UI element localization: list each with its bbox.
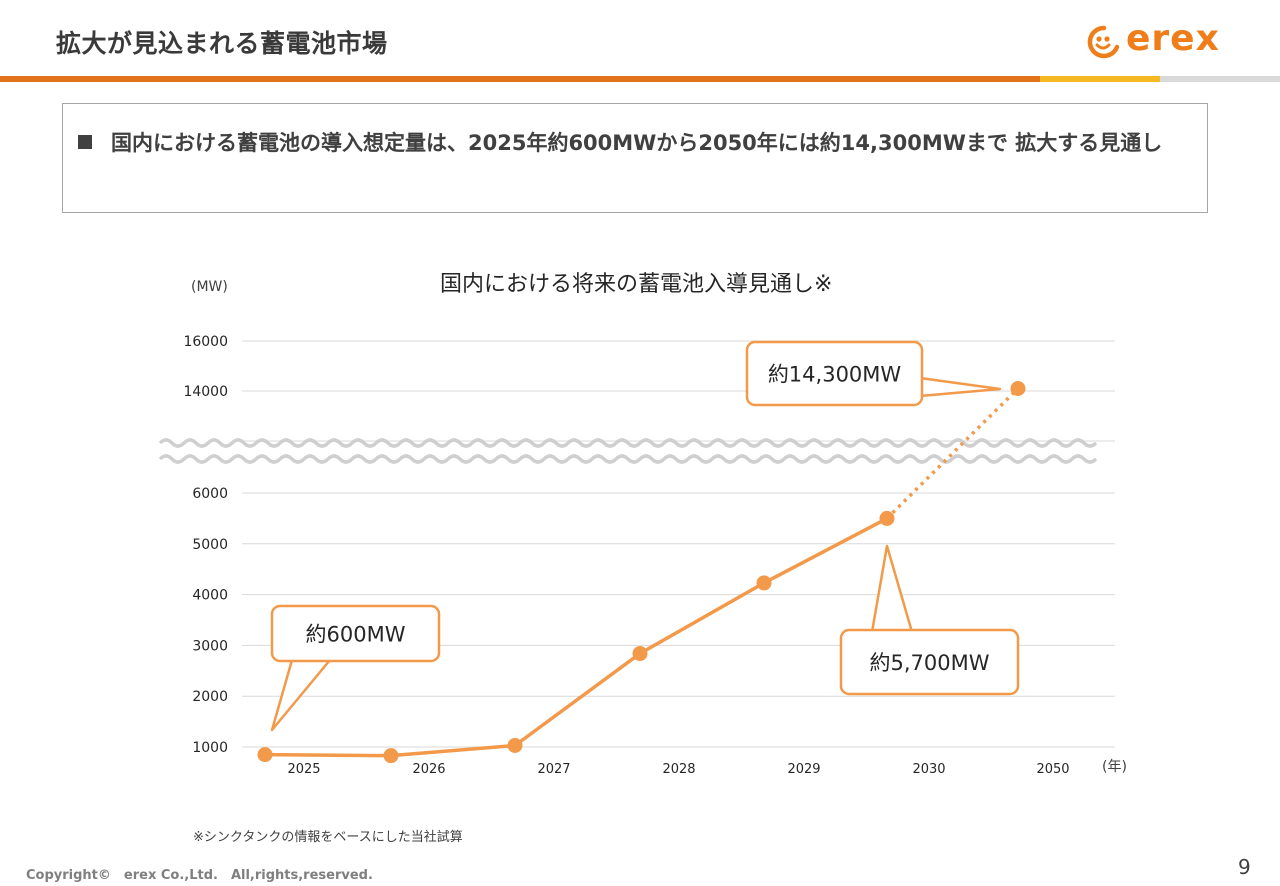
callout-2030 — [839, 628, 1020, 696]
bullet-square — [78, 135, 92, 149]
y-tick-label: 4000 — [192, 588, 228, 604]
y-axis-unit: (MW) — [191, 279, 228, 295]
erex-logo-icon — [1087, 25, 1120, 59]
summary-text: 国内における蓄電池の導入想定量は、2025年約600MWから2050年には約14… — [111, 131, 1163, 155]
data-point — [1010, 381, 1026, 396]
y-tick-label: 1000 — [192, 740, 228, 756]
erex-logo: erex — [1086, 18, 1246, 60]
y-tick-label: 14000 — [183, 384, 228, 400]
data-point — [507, 737, 523, 753]
callout-2030-text: 約5,700MW — [869, 651, 989, 675]
chart-title: 国内における将来の蓄電池入導見通し※ — [440, 272, 833, 297]
copyright: Copyright© erex Co.,Ltd. All,rights,rese… — [26, 868, 373, 883]
x-tick-label: 2025 — [287, 762, 320, 777]
x-tick-label: 2028 — [662, 762, 695, 777]
x-tick-label: 2029 — [787, 762, 820, 777]
x-tick-label: 2050 — [1036, 762, 1069, 777]
callout-2050-tail — [918, 376, 1002, 398]
summary-box: 国内における蓄電池の導入想定量は、2025年約600MWから2050年には約14… — [62, 103, 1208, 213]
callout-2050 — [745, 340, 924, 407]
callout-2025 — [270, 604, 441, 663]
x-tick-label: 2030 — [912, 762, 945, 777]
x-tick-label: 2027 — [537, 762, 570, 777]
callout-2025-tail — [270, 658, 332, 732]
series-line — [264, 516, 888, 758]
callout-2025-text: 約600MW — [306, 623, 406, 647]
callout-2050-text: 約14,300MW — [768, 363, 902, 387]
footnote: ※シンクタンクの情報をベースにした当社試算 — [193, 830, 463, 845]
data-point — [879, 510, 895, 526]
y-tick-label: 16000 — [183, 334, 228, 350]
x-tick-label: 2026 — [412, 762, 445, 777]
series-projection-line — [885, 387, 1020, 520]
axis-break-wave — [158, 454, 1098, 464]
page-number: 9 — [1238, 855, 1251, 879]
y-tick-label: 5000 — [192, 537, 228, 553]
callout-2030-tail — [870, 544, 914, 634]
data-point — [383, 748, 399, 764]
data-point — [632, 646, 648, 662]
header-rule — [0, 76, 1280, 82]
y-tick-label: 6000 — [192, 486, 228, 502]
data-point — [756, 575, 772, 591]
x-axis-unit: (年) — [1102, 759, 1127, 775]
y-tick-label: 2000 — [192, 689, 228, 705]
axis-break-wave — [158, 438, 1098, 448]
page-title: 拡大が見込まれる蓄電池市場 — [56, 29, 388, 58]
data-point — [257, 747, 273, 763]
y-tick-label: 3000 — [192, 638, 228, 654]
logo-text: erex — [1126, 18, 1220, 59]
